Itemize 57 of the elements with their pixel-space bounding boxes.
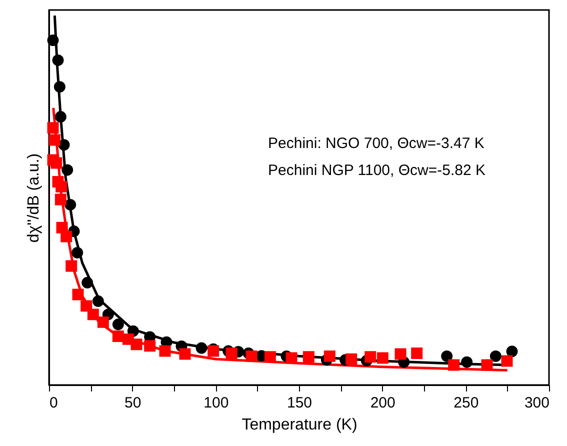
point (92, 295, 104, 307)
point (506, 346, 518, 358)
point (62, 164, 74, 176)
x-tick-label: 50 (124, 394, 142, 412)
point (159, 345, 171, 357)
point (54, 81, 66, 93)
x-tick-label: 0 (50, 394, 58, 412)
x-tick-label: 250 (454, 394, 479, 412)
x-tick-label: 200 (370, 394, 396, 412)
annotation: Pechini NGP 1100, Θcw=-5.82 K (268, 162, 486, 179)
point (302, 351, 314, 363)
point (80, 300, 92, 312)
point (490, 350, 502, 362)
point (264, 351, 276, 363)
x-tick-label: 300 (524, 394, 550, 412)
annotation: Pechini: NGO 700, Θcw=-3.47 K (268, 135, 484, 152)
point (246, 350, 258, 362)
point (144, 340, 156, 352)
point (97, 316, 109, 328)
point (364, 351, 376, 363)
point (179, 348, 191, 360)
point (441, 350, 453, 362)
point (87, 308, 99, 320)
point (286, 352, 298, 364)
point (72, 247, 84, 258)
point (226, 347, 238, 359)
point (54, 194, 66, 206)
point (324, 350, 336, 362)
point (48, 134, 60, 146)
point (47, 122, 59, 134)
point (461, 356, 473, 368)
point (112, 330, 124, 342)
point (72, 288, 84, 300)
point (346, 353, 358, 365)
point (376, 352, 388, 364)
x-tick-label: 100 (204, 394, 229, 412)
point (64, 198, 76, 210)
point (47, 34, 59, 46)
x-tick-label: 150 (286, 394, 312, 412)
point (196, 342, 208, 354)
point (50, 157, 62, 169)
point (411, 347, 423, 359)
point (501, 355, 513, 367)
point (82, 276, 94, 288)
x-axis-title: Temperature (K) (242, 416, 358, 434)
point (52, 54, 64, 66)
point (60, 230, 72, 242)
point (56, 180, 68, 192)
point (112, 318, 124, 330)
point (54, 111, 66, 123)
point (66, 260, 78, 272)
point (130, 338, 142, 350)
point (448, 359, 460, 371)
point (481, 359, 493, 371)
y-axis-title: dχ''/dB (a.u.) (26, 153, 42, 243)
point (58, 139, 70, 151)
point (394, 348, 406, 360)
